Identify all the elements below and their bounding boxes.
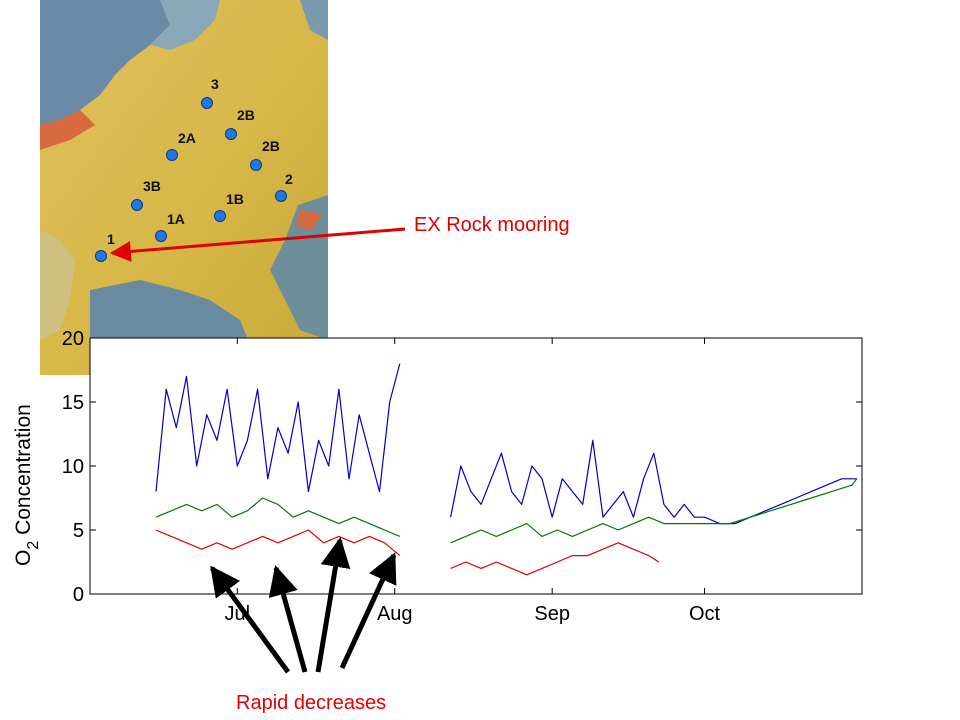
annotations: EX Rock mooring Rapid decreases bbox=[109, 214, 570, 714]
y-tick-label: 0 bbox=[73, 584, 84, 606]
station-label: 2B bbox=[262, 138, 280, 154]
station-marker bbox=[131, 199, 143, 211]
map-shore-northwest bbox=[40, 110, 95, 150]
station-label: 2B bbox=[237, 107, 255, 123]
y-axis-ticks: 0 5 10 15 20 bbox=[62, 328, 862, 606]
series-line-green-2 bbox=[450, 478, 858, 544]
map-sandbank bbox=[40, 230, 75, 340]
station-marker bbox=[95, 250, 107, 262]
map-land-northeast bbox=[300, 0, 328, 40]
station-marker bbox=[225, 128, 237, 140]
station-marker bbox=[201, 97, 213, 109]
y-axis-label-subscript: 2 bbox=[25, 541, 42, 550]
x-axis-ticks: Jul Aug Sep Oct bbox=[225, 338, 721, 625]
series-line-red-1 bbox=[155, 529, 401, 557]
station-marker bbox=[250, 159, 262, 171]
decrease-arrow-2 bbox=[268, 565, 308, 673]
decrease-arrow-3 bbox=[315, 537, 351, 673]
decrease-arrow-1 bbox=[209, 565, 291, 674]
station-label: 3 bbox=[211, 76, 219, 92]
station-marker bbox=[155, 230, 167, 242]
map-land-south bbox=[90, 280, 250, 345]
station-label: 1 bbox=[107, 231, 115, 247]
x-tick-label: Sep bbox=[534, 603, 570, 625]
x-tick-label: Aug bbox=[377, 603, 413, 625]
station-marker bbox=[214, 210, 226, 222]
map-land-north bbox=[150, 0, 220, 50]
plot-area bbox=[89, 337, 863, 595]
y-tick-label: 15 bbox=[62, 392, 84, 414]
series-line-red-2 bbox=[450, 542, 660, 576]
mooring-stations: 3 2B 2A 2B 2 3B 1B 1A 1 bbox=[95, 76, 293, 262]
station-label: 1A bbox=[167, 211, 185, 227]
y-axis-label-rest: Concentration bbox=[12, 404, 35, 541]
station-label: 2 bbox=[285, 171, 293, 187]
y-axis-label: O2 Concentration bbox=[12, 404, 42, 566]
station-label: 3B bbox=[143, 178, 161, 194]
map-land-east bbox=[270, 195, 328, 340]
chart-series bbox=[155, 363, 858, 576]
mooring-arrow bbox=[109, 227, 406, 262]
bathymetry-map: 3 2B 2A 2B 2 3B 1B 1A 1 bbox=[40, 0, 328, 375]
y-tick-label: 5 bbox=[73, 520, 84, 542]
station-marker bbox=[166, 149, 178, 161]
series-line-blue-2 bbox=[450, 439, 857, 525]
map-shore-east bbox=[296, 210, 322, 230]
y-axis-label-main: O bbox=[12, 550, 35, 566]
station-marker bbox=[275, 190, 287, 202]
station-label: 1B bbox=[226, 191, 244, 207]
y-tick-label: 20 bbox=[62, 328, 84, 350]
mooring-label: EX Rock mooring bbox=[414, 214, 570, 236]
y-tick-label: 10 bbox=[62, 456, 84, 478]
map-land-northwest bbox=[40, 0, 170, 125]
x-tick-label: Oct bbox=[689, 603, 721, 625]
series-line-blue-1 bbox=[155, 363, 401, 493]
rapid-decreases-label: Rapid decreases bbox=[236, 692, 386, 714]
decrease-arrow-4 bbox=[339, 552, 397, 670]
station-label: 2A bbox=[178, 130, 196, 146]
series-line-green-1 bbox=[155, 497, 401, 537]
